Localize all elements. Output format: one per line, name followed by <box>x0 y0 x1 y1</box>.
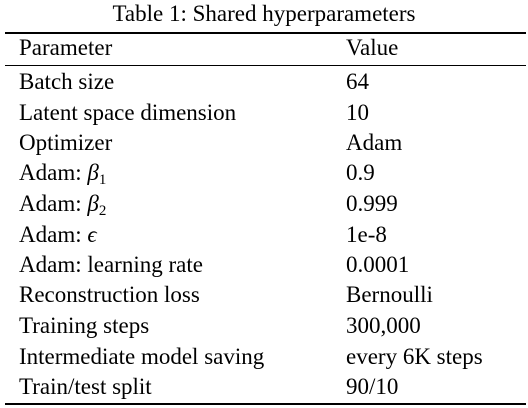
table-row-parameter: Adam: β1 <box>19 158 106 188</box>
table-row-parameter: Adam: learning rate <box>19 252 203 277</box>
subscript: 2 <box>98 203 107 219</box>
table-row-parameter: Intermediate model saving <box>19 344 265 369</box>
table-row-parameter: Train/test split <box>19 374 152 399</box>
table-row-value: 0.999 <box>346 191 398 216</box>
top-rule <box>5 32 526 34</box>
header-parameter: Parameter <box>19 35 113 60</box>
param-prefix: Adam: <box>19 191 88 216</box>
table-row-value: 64 <box>346 69 369 94</box>
table-row-value: every 6K steps <box>346 344 483 369</box>
table-row-value: Bernoulli <box>346 282 433 307</box>
table-row-parameter: Reconstruction loss <box>19 282 200 307</box>
table-row-parameter: Adam: ϵ <box>19 220 97 250</box>
table-row-value: 0.9 <box>346 160 375 185</box>
table-row-parameter: Training steps <box>19 313 150 338</box>
table-row-parameter: Latent space dimension <box>19 100 237 125</box>
param-prefix: Adam: <box>19 222 88 247</box>
table-row-value: 10 <box>346 100 369 125</box>
table-row-parameter: Optimizer <box>19 130 113 155</box>
header-rule <box>5 65 526 66</box>
beta-symbol: β <box>87 191 99 216</box>
table-row-value: 300,000 <box>346 313 421 338</box>
param-prefix: Adam: <box>19 160 88 185</box>
table-row-value: 90/10 <box>346 374 399 399</box>
bottom-rule <box>5 403 526 405</box>
subscript: 1 <box>98 172 107 188</box>
beta-symbol: β <box>87 160 99 185</box>
table-row-parameter: Batch size <box>19 69 115 94</box>
table-row-value: Adam <box>346 130 403 155</box>
table-row-value: 1e-8 <box>346 222 387 247</box>
table-row-parameter: Adam: β2 <box>19 189 106 219</box>
table-caption: Table 1: Shared hyperparameters <box>112 1 416 26</box>
header-value: Value <box>346 35 399 60</box>
epsilon-symbol: ϵ <box>87 222 97 247</box>
table-row-value: 0.0001 <box>346 252 410 277</box>
